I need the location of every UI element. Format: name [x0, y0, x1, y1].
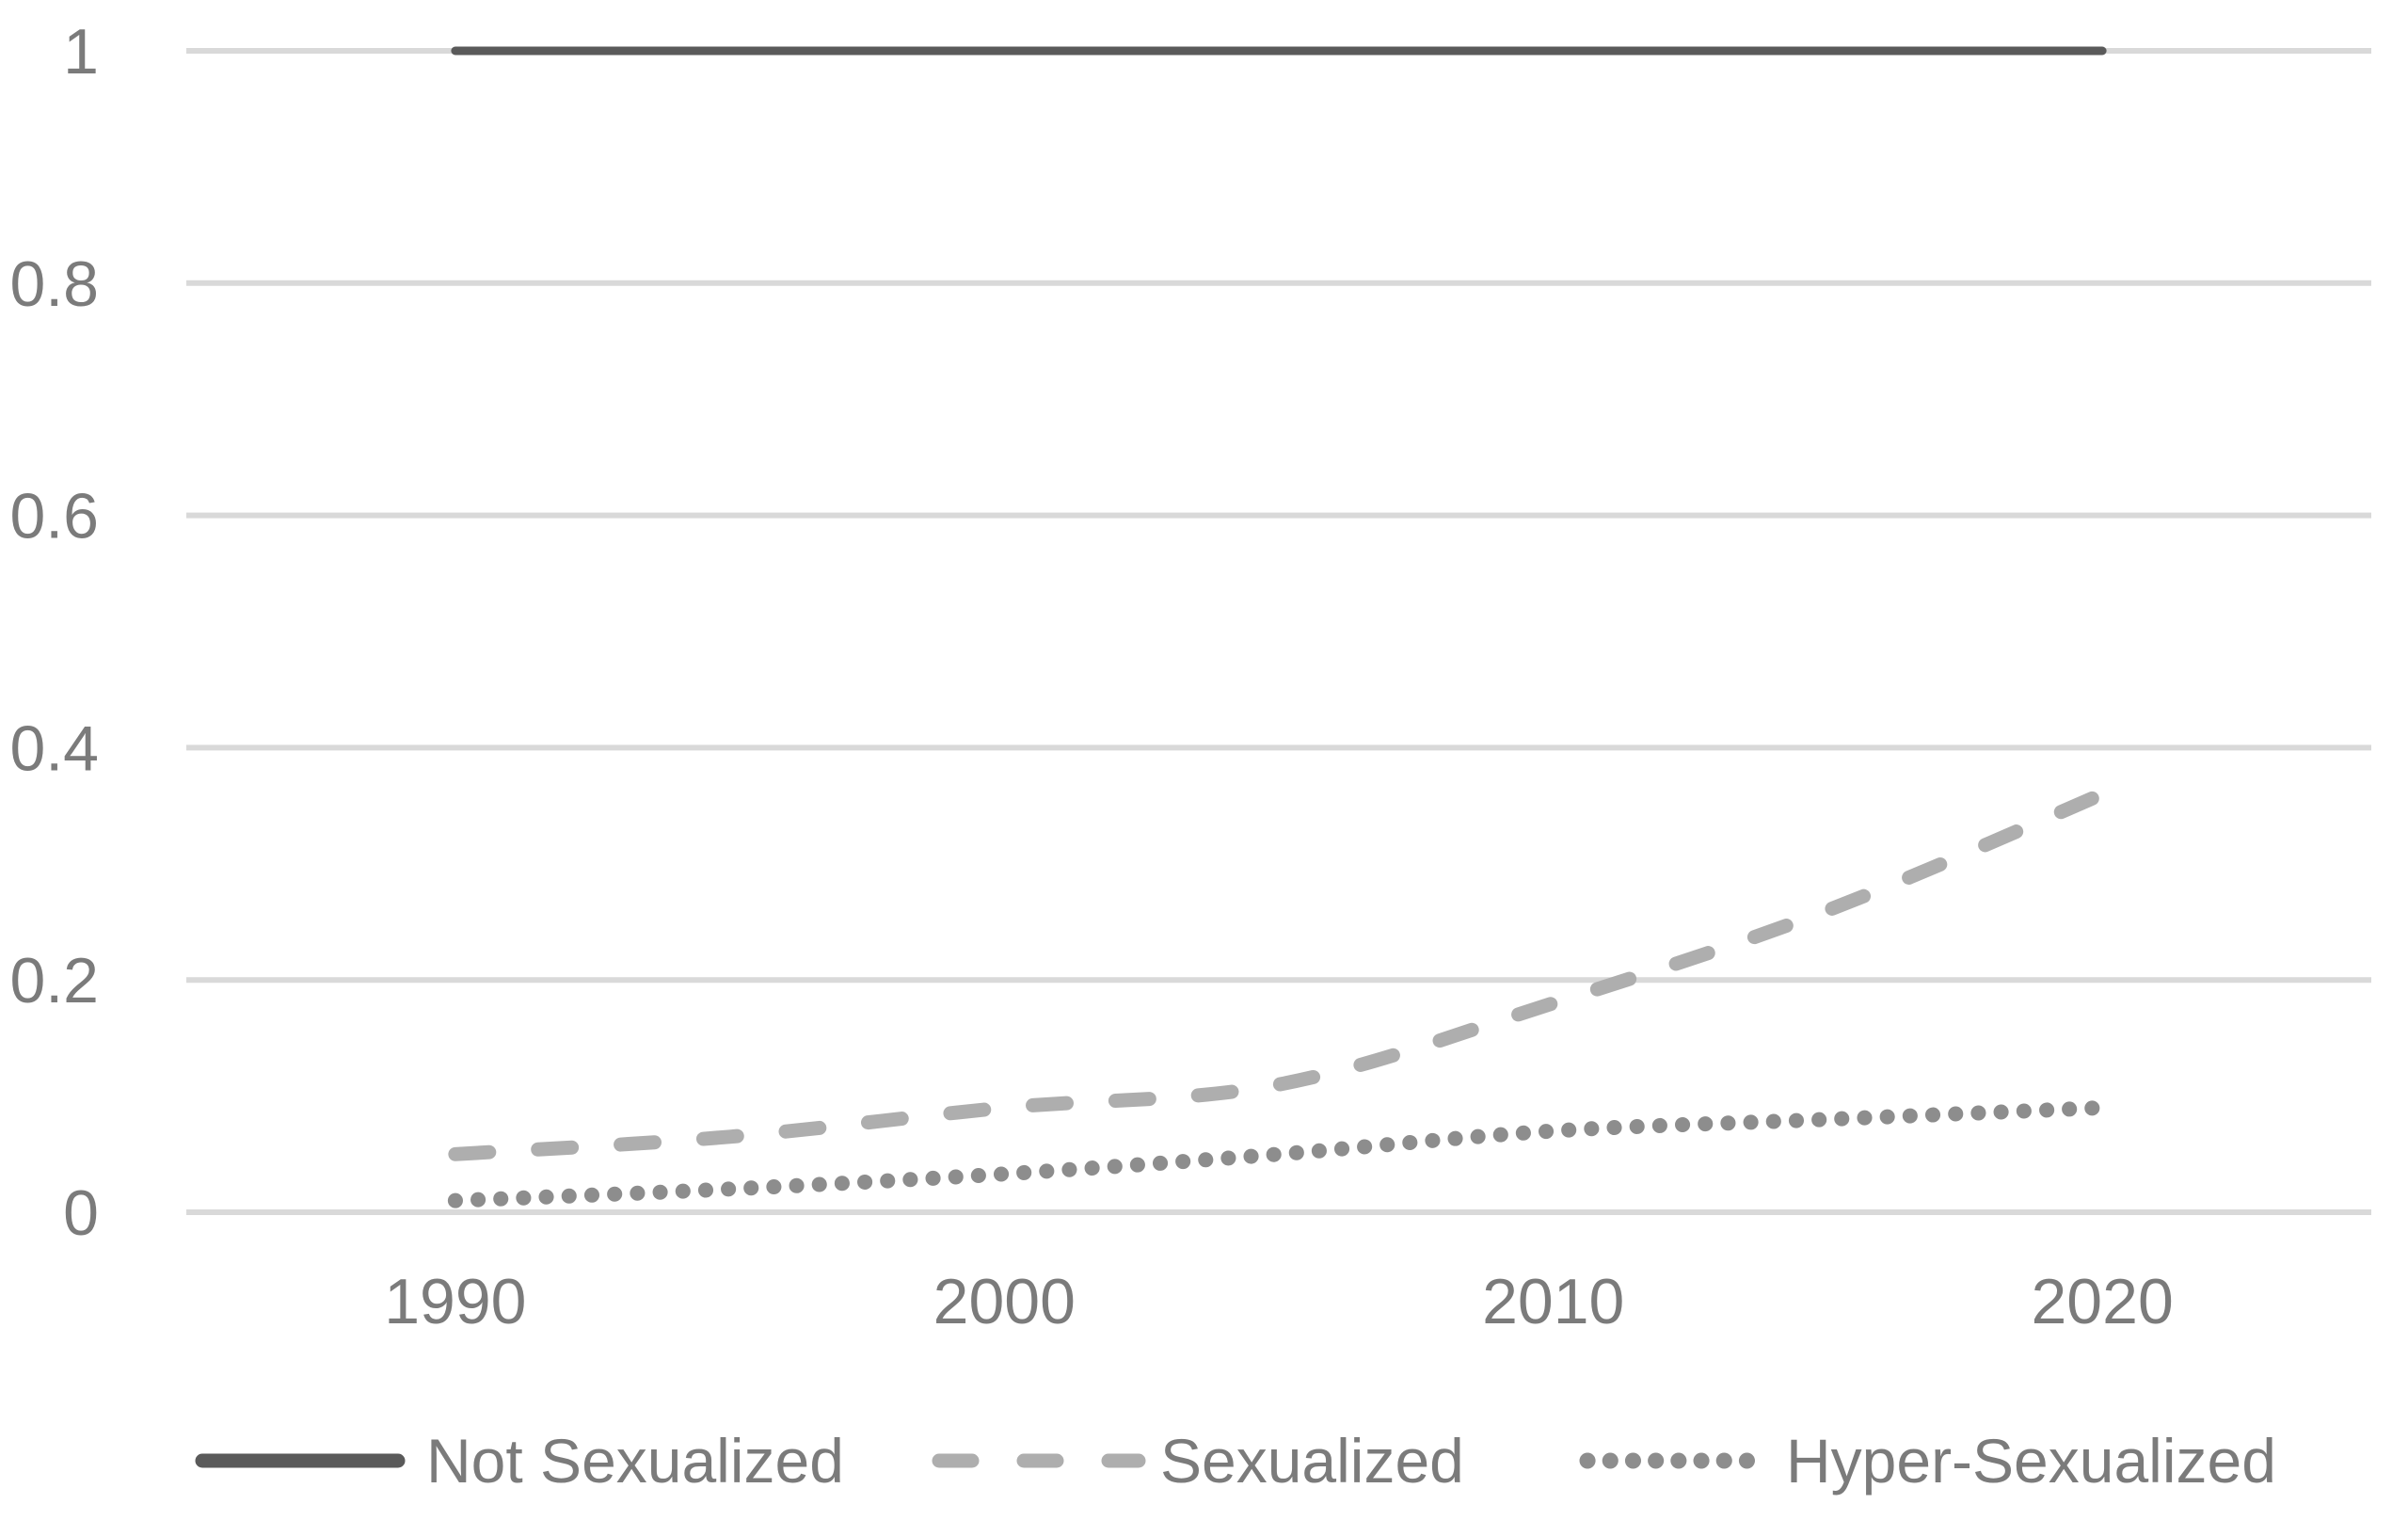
y-tick-label: 0.6	[9, 481, 99, 552]
series-line-hyper-sexualized	[447, 1099, 2111, 1208]
series-line-sexualized	[448, 787, 2110, 1161]
x-tick-label: 1990	[384, 1266, 526, 1337]
y-tick-label: 0.2	[9, 945, 99, 1016]
x-axis-tick-labels: 1990 2000 2010 2020	[384, 1266, 2174, 1337]
x-tick-label: 2000	[933, 1266, 1076, 1337]
gridlines	[186, 48, 2371, 1215]
x-tick-label: 2010	[1482, 1266, 1624, 1337]
y-tick-label: 0	[63, 1177, 99, 1249]
y-tick-label: 1	[63, 16, 99, 88]
x-tick-label: 2020	[2031, 1266, 2173, 1337]
y-tick-label: 0.4	[9, 712, 99, 784]
y-axis-tick-labels: 1 0.8 0.6 0.4 0.2 0	[9, 16, 99, 1249]
y-tick-label: 0.8	[9, 248, 99, 320]
series-lines	[447, 46, 2111, 1208]
